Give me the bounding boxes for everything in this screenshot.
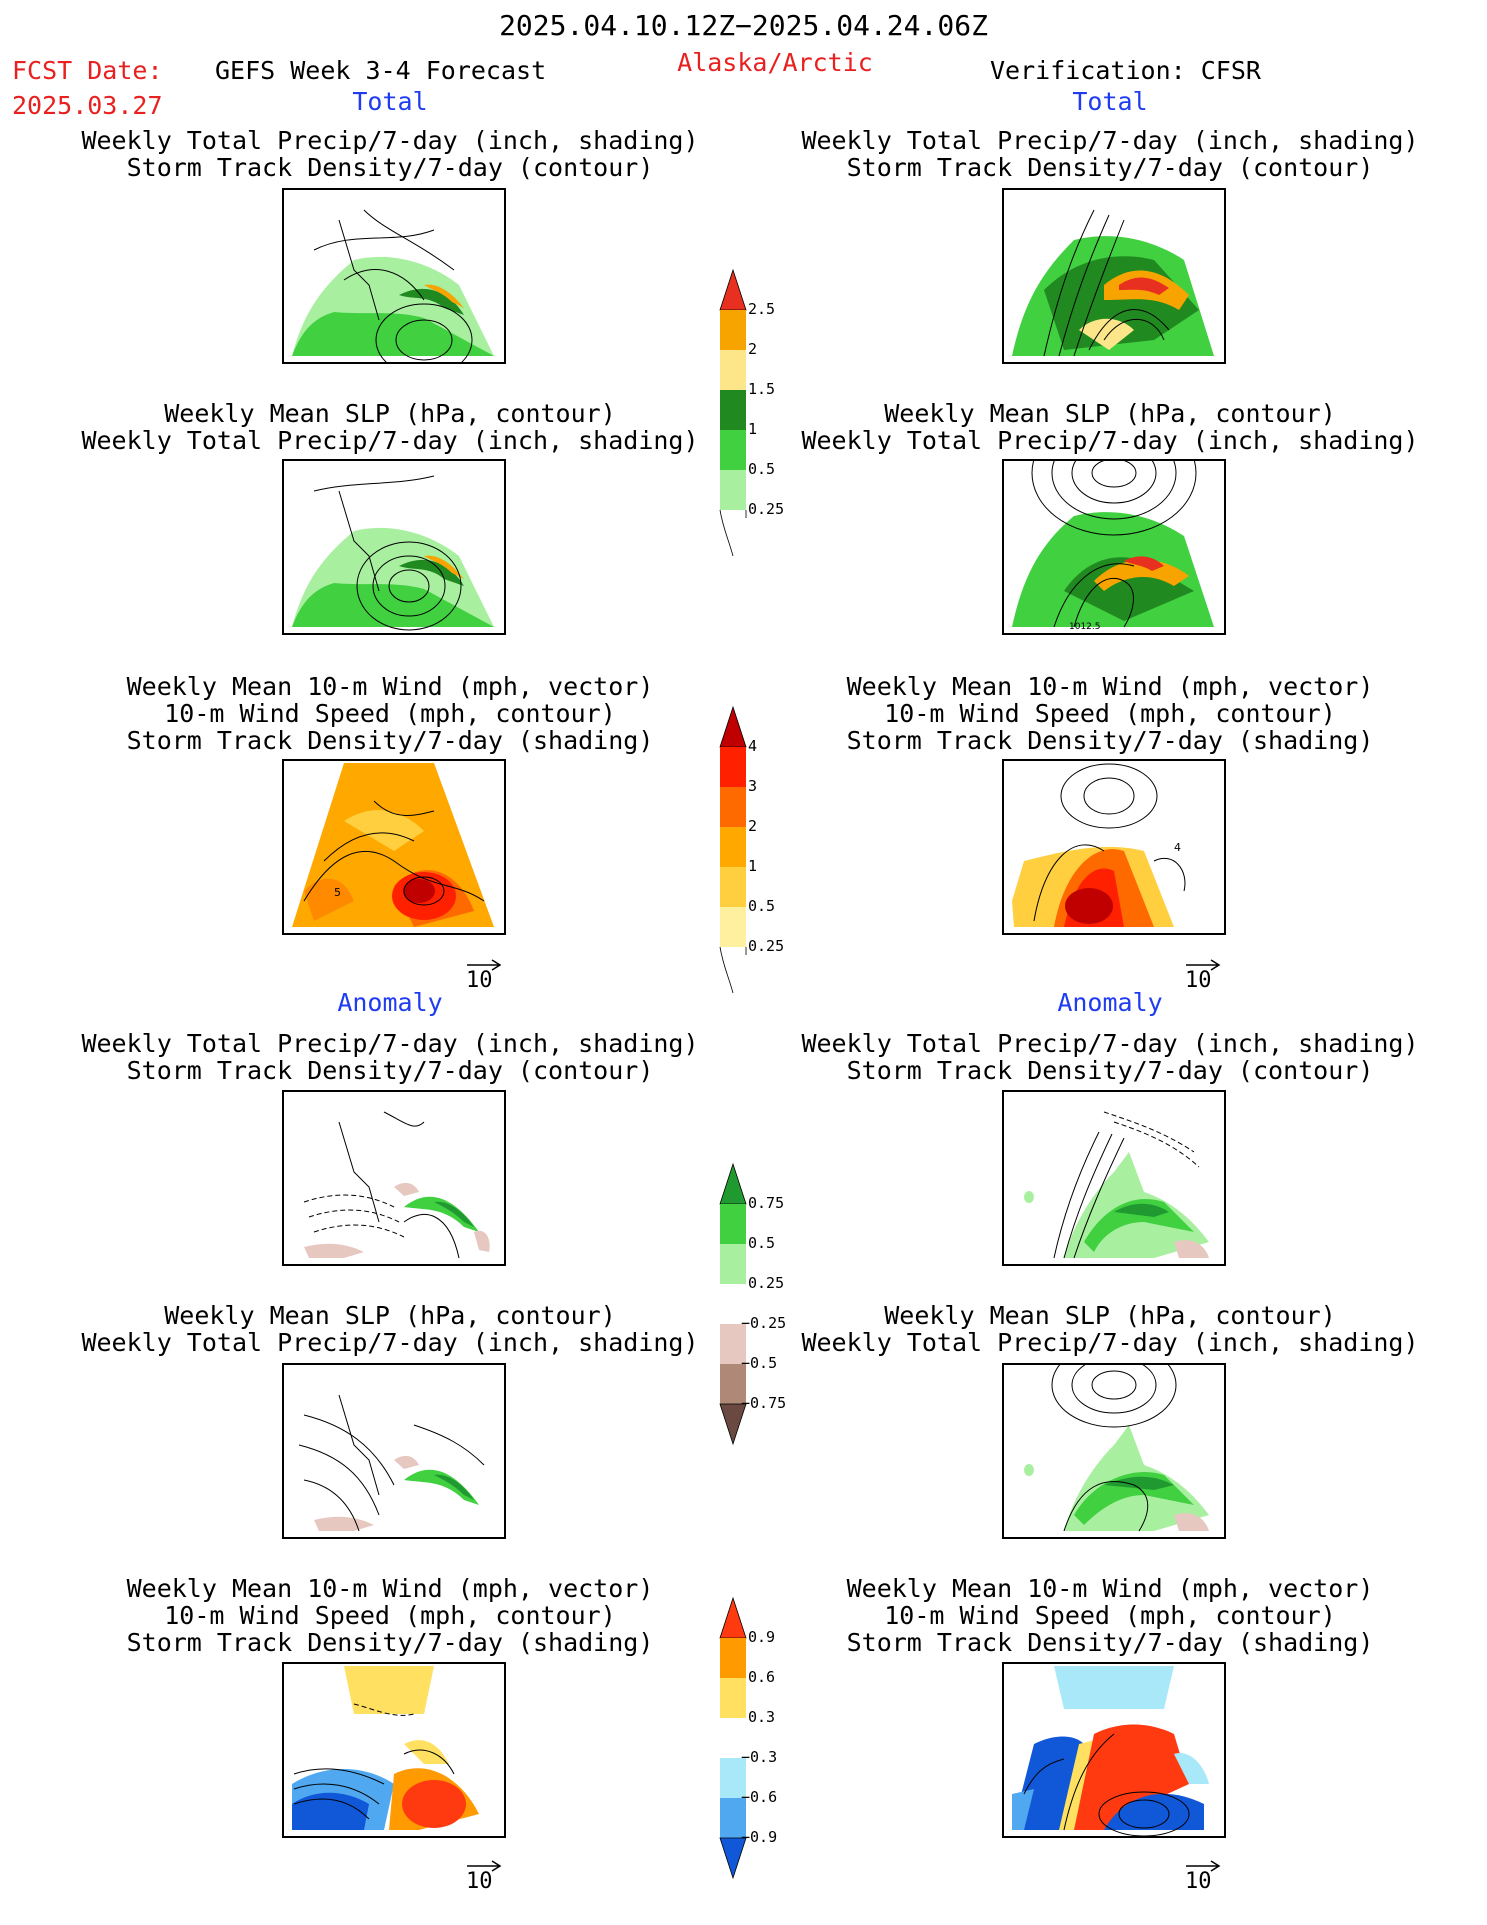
map-anom-precip-right <box>1002 1090 1226 1266</box>
title-r1-right-2: Storm Track Density/7-day (contour) <box>846 153 1374 182</box>
map-anom-precip-left <box>282 1090 506 1266</box>
title-r6-left-3: Storm Track Density/7-day (shading) <box>126 1628 654 1657</box>
map-anom-slp-right <box>1002 1363 1226 1539</box>
title-r1-right-1: Weekly Total Precip/7-day (inch, shading… <box>801 126 1419 155</box>
colorbar-track-anomaly <box>719 1596 747 1880</box>
colorbar-label: 0.75 <box>748 1194 785 1212</box>
colorbar-track-total <box>719 705 747 994</box>
title-r5-left-1: Weekly Mean SLP (hPa, contour) <box>164 1301 616 1330</box>
wind-ref-label: 10 <box>466 1869 493 1894</box>
slp-contour-label: 1012.5 <box>1069 622 1101 632</box>
title-r2-left-2: Weekly Total Precip/7-day (inch, shading… <box>81 426 699 455</box>
colorbar-label: 1 <box>748 420 758 438</box>
colorbar-label: 3 <box>748 777 758 795</box>
title-r3-right-3: Storm Track Density/7-day (shading) <box>846 726 1374 755</box>
map-anom-wind-right <box>1002 1662 1226 1838</box>
colorbar-label: −0.5 <box>741 1354 778 1372</box>
title-r3-right-1: Weekly Mean 10-m Wind (mph, vector) <box>846 672 1374 701</box>
title-r1-left-2: Storm Track Density/7-day (contour) <box>126 153 654 182</box>
colorbar-label: −0.6 <box>741 1788 778 1806</box>
colorbar-label: 0.3 <box>748 1708 776 1726</box>
map-total-slp-left <box>282 459 506 635</box>
map-total-wind-left: 5 <box>282 759 506 935</box>
wind-ref-label: 10 <box>1185 1869 1212 1894</box>
colorbar-label: 0.5 <box>748 897 776 915</box>
wind-ref-label: 10 <box>466 968 493 993</box>
wind-ref-label: 10 <box>1185 968 1212 993</box>
verification-label: Verification: CFSR <box>990 56 1261 85</box>
region-label: Alaska/Arctic <box>677 48 873 77</box>
map-total-slp-right: 1012.5 <box>1002 459 1226 635</box>
colorbar-label: 0.5 <box>748 1234 776 1252</box>
title-r1-left-1: Weekly Total Precip/7-day (inch, shading… <box>81 126 699 155</box>
colorbar-label: 1.5 <box>748 380 776 398</box>
title-r6-right-2: 10-m Wind Speed (mph, contour) <box>884 1601 1336 1630</box>
title-r6-right-1: Weekly Mean 10-m Wind (mph, vector) <box>846 1574 1374 1603</box>
fcst-label: FCST Date: <box>12 56 163 85</box>
colorbar-label: −0.9 <box>741 1828 778 1846</box>
colorbar-label: 0.25 <box>748 500 785 518</box>
section-anomaly-right: Anomaly <box>1057 988 1163 1017</box>
colorbar-label: −0.25 <box>741 1314 787 1332</box>
map-total-precip-right <box>1002 188 1226 364</box>
forecast-title: GEFS Week 3-4 Forecast <box>215 56 547 85</box>
title-r4-right-2: Storm Track Density/7-day (contour) <box>846 1056 1374 1085</box>
title-r3-left-3: Storm Track Density/7-day (shading) <box>126 726 654 755</box>
wind-ref-arrow-icon <box>1186 1860 1221 1872</box>
map-anom-slp-left <box>282 1363 506 1539</box>
colorbar-precip-total <box>719 268 747 557</box>
colorbar-label: 2 <box>748 340 758 358</box>
colorbar-label: −0.75 <box>741 1394 787 1412</box>
title-r6-right-3: Storm Track Density/7-day (shading) <box>846 1628 1374 1657</box>
title-r6-left-2: 10-m Wind Speed (mph, contour) <box>164 1601 616 1630</box>
wind-ref-arrow-icon <box>467 1860 502 1872</box>
date-range: 2025.04.10.12Z−2025.04.24.06Z <box>499 9 988 42</box>
colorbar-label: 0.5 <box>748 460 776 478</box>
fcst-date: 2025.03.27 <box>12 91 163 120</box>
title-r3-left-2: 10-m Wind Speed (mph, contour) <box>164 699 616 728</box>
colorbar-label: −0.3 <box>741 1748 778 1766</box>
colorbar-label: 4 <box>748 737 758 755</box>
title-r4-left-1: Weekly Total Precip/7-day (inch, shading… <box>81 1029 699 1058</box>
title-r2-left-1: Weekly Mean SLP (hPa, contour) <box>164 399 616 428</box>
title-r3-right-2: 10-m Wind Speed (mph, contour) <box>884 699 1336 728</box>
section-total-right: Total <box>1072 87 1148 116</box>
colorbar-label: 0.6 <box>748 1668 776 1686</box>
map-anom-wind-left <box>282 1662 506 1838</box>
title-r3-left-1: Weekly Mean 10-m Wind (mph, vector) <box>126 672 654 701</box>
svg-text:4: 4 <box>1174 841 1181 854</box>
title-r5-right-2: Weekly Total Precip/7-day (inch, shading… <box>801 1328 1419 1357</box>
colorbar-label: 2 <box>748 817 758 835</box>
svg-text:5: 5 <box>334 886 341 899</box>
map-total-precip-left <box>282 188 506 364</box>
colorbar-precip-anomaly <box>719 1162 747 1446</box>
title-r6-left-1: Weekly Mean 10-m Wind (mph, vector) <box>126 1574 654 1603</box>
title-r4-left-2: Storm Track Density/7-day (contour) <box>126 1056 654 1085</box>
colorbar-label: 0.25 <box>748 1274 785 1292</box>
title-r2-right-2: Weekly Total Precip/7-day (inch, shading… <box>801 426 1419 455</box>
section-anomaly-left: Anomaly <box>337 988 443 1017</box>
title-r5-right-1: Weekly Mean SLP (hPa, contour) <box>884 1301 1336 1330</box>
title-r5-left-2: Weekly Total Precip/7-day (inch, shading… <box>81 1328 699 1357</box>
title-r2-right-1: Weekly Mean SLP (hPa, contour) <box>884 399 1336 428</box>
section-total-left: Total <box>352 87 428 116</box>
map-total-wind-right: 4 <box>1002 759 1226 935</box>
title-r4-right-1: Weekly Total Precip/7-day (inch, shading… <box>801 1029 1419 1058</box>
colorbar-label: 2.5 <box>748 300 776 318</box>
colorbar-label: 1 <box>748 857 758 875</box>
colorbar-label: 0.25 <box>748 937 785 955</box>
wind-ref-arrow-icon <box>467 959 502 971</box>
colorbar-label: 0.9 <box>748 1628 776 1646</box>
wind-ref-arrow-icon <box>1186 959 1221 971</box>
